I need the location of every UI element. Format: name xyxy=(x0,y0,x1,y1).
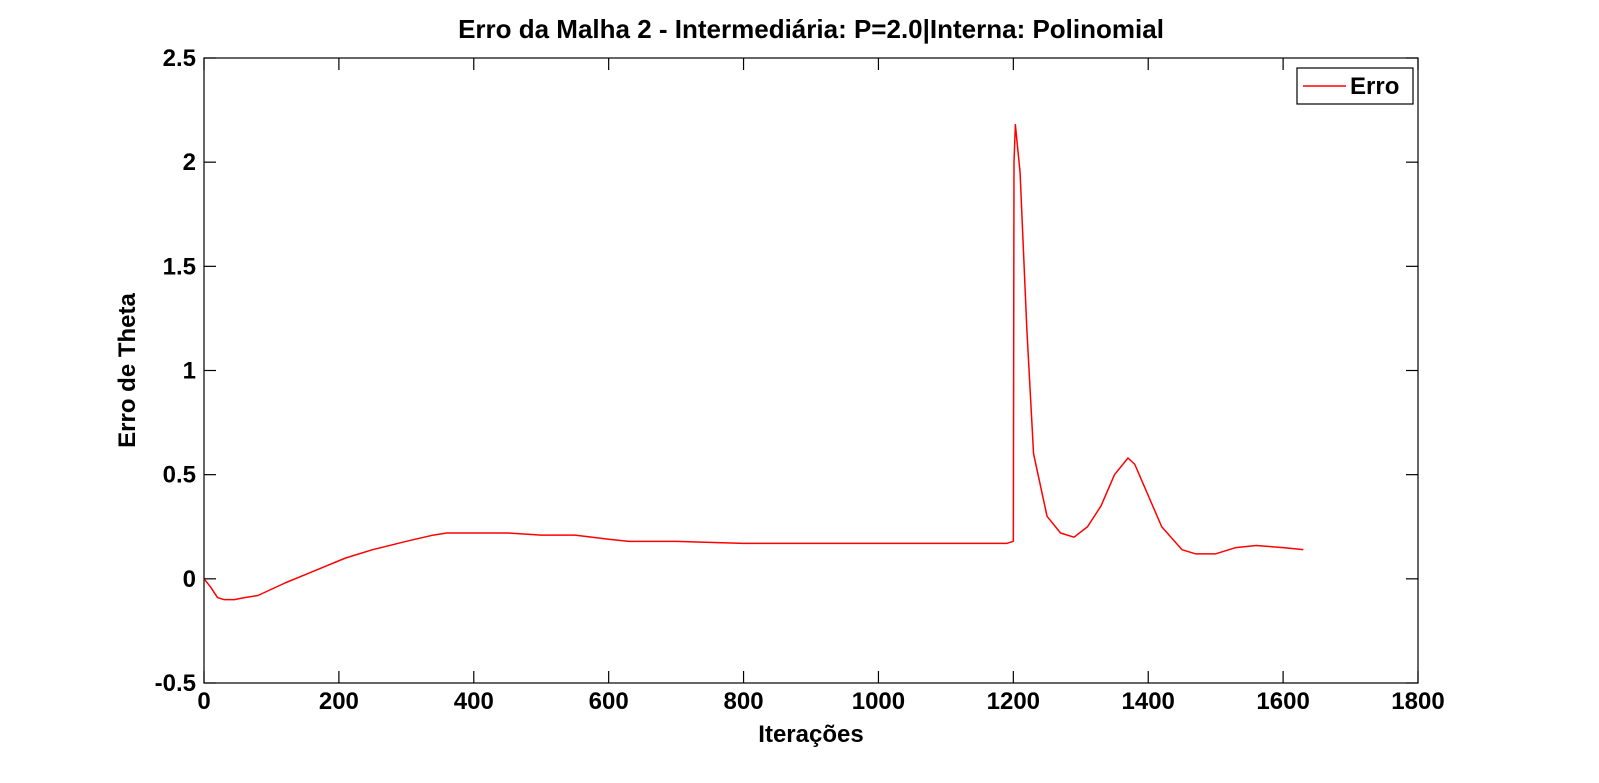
series-line-erro xyxy=(203,123,1304,601)
y-tick-label: 2.5 xyxy=(163,45,196,72)
x-tick-label: 200 xyxy=(319,688,359,715)
chart-title: Erro da Malha 2 - Intermediária: P=2.0|I… xyxy=(458,14,1164,44)
x-tick-label: 1200 xyxy=(987,688,1040,715)
y-tick-label: 2 xyxy=(183,149,196,176)
x-tick-label: 1600 xyxy=(1256,688,1309,715)
ticks-layer: 0 200 400 600 800 1000 1200 1400 1600 1800-0.500.… xyxy=(155,45,1445,715)
legend-entry-erro: Erro xyxy=(1350,73,1399,100)
y-tick-label: 1.5 xyxy=(163,253,196,280)
y-tick-label: 0.5 xyxy=(163,462,196,489)
y-tick-label: 1 xyxy=(183,358,196,385)
x-tick-label: 0 xyxy=(197,688,210,715)
x-tick-label: 1000 xyxy=(852,688,905,715)
x-tick-label: 400 xyxy=(454,688,494,715)
x-tick-label: 1800 xyxy=(1391,688,1444,715)
y-axis-label: Erro de Theta xyxy=(114,293,141,448)
series-layer xyxy=(203,123,1304,601)
x-tick-label: 1400 xyxy=(1122,688,1175,715)
legend: Erro xyxy=(1296,67,1414,105)
y-tick-label: -0.5 xyxy=(155,670,196,697)
x-axis-label: Iterações xyxy=(758,721,863,748)
x-tick-label: 800 xyxy=(724,688,764,715)
y-tick-label: 0 xyxy=(183,566,196,593)
plot-area xyxy=(203,57,1419,684)
x-tick-label: 600 xyxy=(589,688,629,715)
